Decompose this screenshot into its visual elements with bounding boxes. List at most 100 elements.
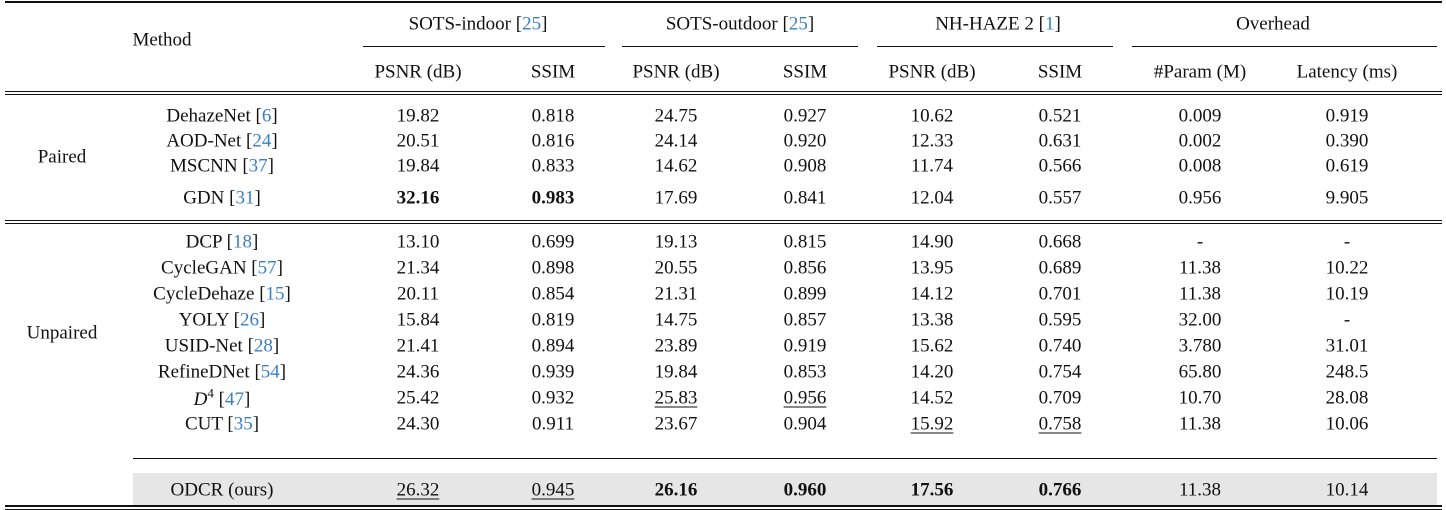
column-header: SSIM xyxy=(530,61,576,83)
value-cell: 0.819 xyxy=(531,309,575,331)
citation: 6 xyxy=(261,105,272,127)
group-underline xyxy=(1132,46,1437,47)
method-name-ours: ODCR (ours) xyxy=(170,479,274,501)
value-cell: 3.780 xyxy=(1178,335,1222,357)
value-cell: 0.956 xyxy=(1178,187,1222,209)
method-name: USID-Net [28] xyxy=(164,335,280,357)
value-cell: 32.00 xyxy=(1178,309,1222,331)
value-cell: 0.766 xyxy=(1038,479,1082,501)
value-cell: 14.90 xyxy=(910,231,954,253)
value-cell: 0.818 xyxy=(531,105,575,127)
method-symbol: D xyxy=(193,389,208,411)
value-cell: 0.945 xyxy=(531,479,575,501)
value-cell: 14.20 xyxy=(910,361,954,383)
group-name: Overhead xyxy=(1236,13,1310,35)
value-cell: 11.38 xyxy=(1178,479,1222,501)
value-cell: 10.22 xyxy=(1325,257,1369,279)
column-header: #Param (M) xyxy=(1153,61,1247,83)
value-cell: 0.857 xyxy=(783,309,827,331)
value-cell: 0.899 xyxy=(783,283,827,305)
value-cell: 0.740 xyxy=(1038,335,1082,357)
value-cell: 24.14 xyxy=(654,130,698,152)
value-cell: 9.905 xyxy=(1325,187,1369,209)
value-cell: 23.89 xyxy=(654,335,698,357)
citation: 24 xyxy=(252,130,272,152)
column-header: PSNR (dB) xyxy=(374,61,462,83)
value-cell: 26.16 xyxy=(654,479,698,501)
value-cell: 21.34 xyxy=(396,257,440,279)
group-header: NH-HAZE 2 [1] xyxy=(935,13,1061,35)
value-cell: 0.908 xyxy=(783,155,827,177)
column-header: Latency (ms) xyxy=(1296,61,1398,83)
value-cell: - xyxy=(1196,231,1204,253)
citation: 47 xyxy=(224,389,244,411)
group-header: SOTS-indoor [25] xyxy=(408,13,548,35)
value-cell: 32.16 xyxy=(396,187,440,209)
value-cell: 0.008 xyxy=(1178,155,1222,177)
method-superscript: 4 xyxy=(207,385,214,401)
column-header: SSIM xyxy=(1037,61,1083,83)
column-header: PSNR (dB) xyxy=(632,61,720,83)
citation: 37 xyxy=(248,155,268,177)
value-cell: 21.31 xyxy=(654,283,698,305)
method-name: GDN [31] xyxy=(183,187,261,209)
group-underline xyxy=(877,46,1113,47)
value-cell: 0.898 xyxy=(531,257,575,279)
citation: 26 xyxy=(239,309,259,331)
value-cell: 0.631 xyxy=(1038,130,1082,152)
value-cell: 14.75 xyxy=(654,309,698,331)
value-cell: 0.983 xyxy=(531,187,575,209)
value-cell: 0.841 xyxy=(783,187,827,209)
value-cell: 0.960 xyxy=(783,479,827,501)
value-cell: 0.854 xyxy=(531,283,575,305)
value-cell: 10.70 xyxy=(1178,387,1222,409)
section-rule-1 xyxy=(5,220,1442,221)
citation: 18 xyxy=(233,231,253,253)
value-cell: 65.80 xyxy=(1178,361,1222,383)
method-name: DehazeNet [6] xyxy=(166,105,278,127)
method-name: D4 [47] xyxy=(193,385,251,411)
value-cell: 12.04 xyxy=(910,187,954,209)
group-header: SOTS-outdoor [25] xyxy=(665,13,815,35)
value-cell: 10.19 xyxy=(1325,283,1369,305)
value-cell: 20.55 xyxy=(654,257,698,279)
citation: 28 xyxy=(253,335,273,357)
value-cell: 13.38 xyxy=(910,309,954,331)
value-cell: 24.36 xyxy=(396,361,440,383)
value-cell: 17.69 xyxy=(654,187,698,209)
citation: 15 xyxy=(265,283,285,305)
value-cell: 20.11 xyxy=(396,283,440,305)
value-cell: - xyxy=(1343,231,1351,253)
value-cell: 0.595 xyxy=(1038,309,1082,331)
citation: 54 xyxy=(260,361,280,383)
value-cell: 0.919 xyxy=(783,335,827,357)
value-cell: 19.13 xyxy=(654,231,698,253)
value-cell: 0.689 xyxy=(1038,257,1082,279)
method-name: DCP [18] xyxy=(185,231,259,253)
method-label: RefineDNet xyxy=(157,361,250,383)
method-label: CycleGAN xyxy=(161,257,247,279)
method-name: YOLY [26] xyxy=(178,309,266,331)
value-cell: 0.709 xyxy=(1038,387,1082,409)
value-cell: 0.701 xyxy=(1038,283,1082,305)
value-cell: 13.95 xyxy=(910,257,954,279)
value-cell: - xyxy=(1343,309,1351,331)
column-header: SSIM xyxy=(782,61,828,83)
value-cell: 19.82 xyxy=(396,105,440,127)
value-cell: 15.62 xyxy=(910,335,954,357)
value-cell: 0.856 xyxy=(783,257,827,279)
value-cell: 0.833 xyxy=(531,155,575,177)
value-cell: 0.009 xyxy=(1178,105,1222,127)
value-cell: 19.84 xyxy=(654,361,698,383)
value-cell: 11.38 xyxy=(1178,283,1222,305)
section-label: Unpaired xyxy=(26,322,98,344)
citation: 31 xyxy=(235,187,255,209)
value-cell: 0.521 xyxy=(1038,105,1082,127)
method-label: AOD-Net xyxy=(166,130,242,152)
group-name: SOTS-outdoor xyxy=(665,13,778,35)
method-label: CycleDehaze xyxy=(153,283,255,305)
group-name: SOTS-indoor xyxy=(408,13,511,35)
value-cell: 14.52 xyxy=(910,387,954,409)
value-cell: 0.904 xyxy=(783,413,827,435)
value-cell: 25.83 xyxy=(654,387,698,409)
